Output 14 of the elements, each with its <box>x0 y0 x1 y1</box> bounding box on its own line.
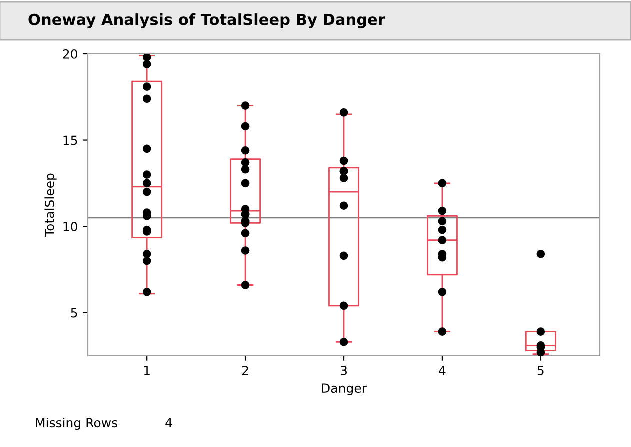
x-tick-label: 2 <box>242 366 248 376</box>
x-tick-label: 4 <box>439 366 446 376</box>
y-tick-label: 20 <box>63 49 78 59</box>
y-axis-title: TotalSleep <box>44 174 57 237</box>
y-tick-label: 10 <box>64 222 78 232</box>
x-tick-label: 3 <box>340 366 347 376</box>
x-tick-label: 5 <box>538 366 544 376</box>
y-tick-label: 15 <box>64 136 78 146</box>
y-tick-label: 5 <box>71 308 78 318</box>
chart-title: Oneway Analysis of TotalSleep By Danger <box>28 14 386 28</box>
text: 4 <box>166 418 172 428</box>
x-tick-label: 1 <box>144 366 150 376</box>
text: Missing Rows <box>36 418 118 430</box>
x-axis-title: Danger <box>322 384 367 396</box>
